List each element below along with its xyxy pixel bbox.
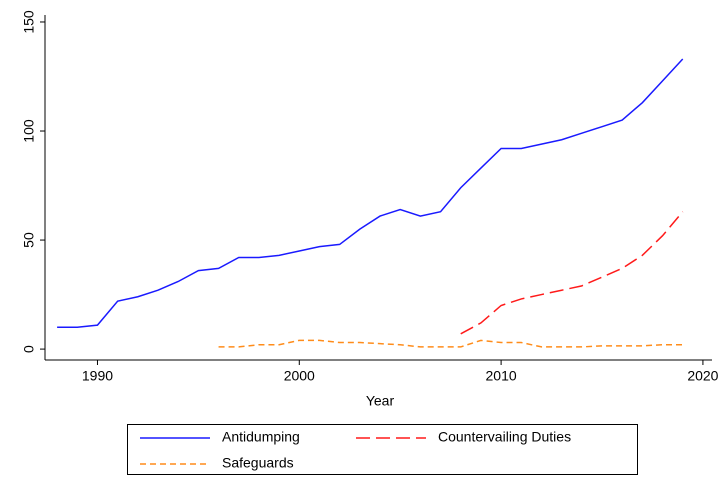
legend-label: Countervailing Duties [438, 429, 571, 445]
y-tick-label: 150 [21, 10, 37, 34]
x-tick-label: 2010 [486, 368, 517, 384]
y-tick-label: 0 [21, 345, 37, 353]
legend-label: Antidumping [222, 429, 300, 445]
y-tick-label: 100 [21, 119, 37, 143]
legend-box [127, 424, 638, 475]
x-tick-label: 2000 [284, 368, 315, 384]
series-line [460, 211, 684, 335]
legend-label: Safeguards [222, 455, 294, 471]
x-tick-label: 2020 [687, 368, 718, 384]
y-tick-label: 50 [21, 232, 37, 248]
x-tick-label: 1990 [82, 368, 113, 384]
x-axis-label: Year [366, 393, 395, 409]
series-line [218, 339, 683, 348]
series-line [57, 58, 684, 329]
